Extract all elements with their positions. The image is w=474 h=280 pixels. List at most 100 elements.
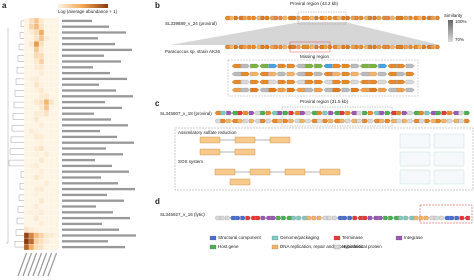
gene-arrow (277, 87, 287, 93)
gene-arrow (378, 71, 388, 77)
dendrogram (14, 241, 24, 248)
gene-arrow (362, 215, 368, 221)
heatmap-cell (38, 145, 45, 152)
gene-arrow (418, 110, 425, 116)
gene-arrow (283, 44, 288, 50)
gene-arrow (390, 15, 396, 21)
heatmap-cell (23, 157, 30, 164)
region-box (297, 11, 347, 25)
gene-arrow (387, 71, 397, 77)
heatmap-cell (53, 70, 60, 77)
heatmap-cell (33, 35, 40, 42)
gene-arrow (367, 110, 374, 116)
heatmap-cell (23, 41, 30, 48)
heatmap-cell (28, 87, 35, 94)
row-label-text (62, 66, 93, 69)
heatmap-cell (23, 203, 30, 210)
gene-arrow (271, 215, 277, 221)
heatmap-cell (33, 64, 40, 71)
zoom-box (227, 59, 419, 97)
heatmap-cell (28, 191, 35, 198)
genome-label: Paracoccus sp. strain AK26 (165, 49, 221, 54)
heatmap-cell (23, 220, 30, 227)
gene-arrow (356, 118, 363, 124)
row-label-text (62, 193, 107, 197)
region-label: Proviral region (31.5 kb) (300, 99, 349, 104)
heatmap-cell (43, 128, 50, 135)
heatmap-cell (38, 23, 45, 30)
dendrogram (17, 206, 24, 213)
gene-arrow (464, 215, 470, 221)
gene-arrow (230, 215, 236, 221)
legend-swatch (333, 235, 341, 241)
heatmap-cell (28, 128, 35, 135)
row-label-text (62, 199, 124, 202)
heatmap-cell (33, 81, 40, 88)
gene-arrow (259, 71, 269, 77)
heatmap-cell (38, 203, 45, 210)
gene-arrow (220, 118, 227, 124)
heatmap-cell (33, 226, 40, 233)
heatmap-cell (23, 191, 30, 198)
heatmap-cell (23, 116, 30, 123)
gene-arrow (386, 44, 391, 50)
legend-label: Structural component (218, 235, 262, 240)
heatmap-cell (33, 168, 40, 175)
heatmap-cell (53, 110, 60, 117)
alignment-box (433, 151, 465, 167)
heatmap-cell (33, 139, 40, 146)
heatmap-cell (33, 186, 40, 193)
pathway-node (229, 178, 251, 186)
gene-arrow (305, 15, 310, 21)
heatmap-cell (53, 116, 60, 123)
gene-arrow (347, 215, 353, 221)
gene-arrow (417, 44, 422, 50)
gene-arrow (458, 118, 465, 124)
heatmap-cell (48, 157, 55, 164)
gene-arrow (278, 15, 284, 21)
gene-arrow (383, 215, 389, 221)
gene-arrow (248, 118, 255, 124)
gene-arrow (395, 44, 400, 50)
gene-arrow (314, 44, 319, 50)
heatmap-cell (38, 70, 45, 77)
gene-arrow (345, 44, 351, 50)
heatmap-cell (53, 139, 60, 146)
gene-arrow (336, 44, 342, 50)
gene-arrow (363, 44, 369, 50)
alignment-box (433, 169, 465, 185)
heatmap-cell (48, 238, 55, 245)
heatmap-cell (23, 46, 30, 53)
heatmap-cell (48, 70, 55, 77)
heatmap-cell (48, 58, 55, 65)
heatmap-cell (48, 162, 55, 169)
heatmap-cell (33, 17, 40, 24)
gene-arrow (379, 118, 385, 124)
heatmap-cell (48, 191, 55, 198)
heatmap-cell (48, 174, 55, 181)
heatmap-cell (38, 64, 45, 71)
heatmap-cell (33, 75, 40, 82)
gene-arrow (286, 87, 296, 93)
gene-arrow (399, 44, 405, 50)
gene-arrow (220, 110, 227, 116)
heatmap-cell (28, 226, 35, 233)
heatmap-cell (33, 244, 40, 251)
heatmap-cell (28, 145, 35, 152)
column-label-text (17, 252, 28, 277)
heatmap-cell (28, 174, 35, 181)
gene-arrow (268, 87, 278, 93)
pathway-node (199, 136, 221, 144)
row-label-text (62, 187, 135, 191)
gene-arrow (390, 110, 397, 116)
heatmap-cell (28, 64, 35, 71)
heatmap-cell (38, 46, 45, 53)
heatmap-cell (53, 168, 60, 175)
heatmap-cell (43, 29, 50, 36)
heatmap-cell (38, 151, 45, 158)
dendrogram (19, 32, 24, 39)
gene-arrow (396, 63, 406, 69)
gene-arrow (310, 15, 315, 21)
colorbar-title: Log (average abundance + 1) (58, 9, 118, 14)
row-label-text (62, 42, 115, 46)
